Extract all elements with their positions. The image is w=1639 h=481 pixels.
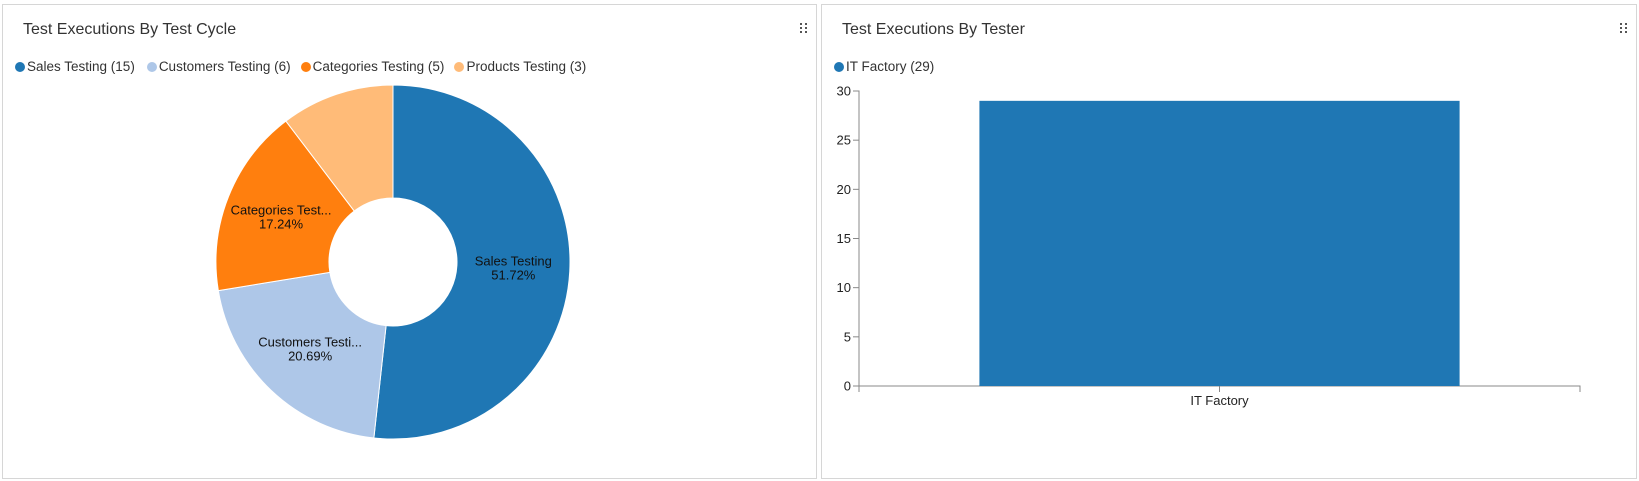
- legend-dot-icon: [834, 61, 844, 72]
- legend-item-it-factory[interactable]: IT Factory (29): [834, 59, 934, 74]
- slice-label: Sales Testing: [475, 254, 552, 269]
- y-tick-label: 25: [837, 133, 851, 148]
- legend: IT Factory (29): [834, 59, 946, 74]
- y-tick-label: 20: [837, 182, 851, 197]
- legend-dot-icon: [146, 61, 157, 72]
- x-tick-label: IT Factory: [1190, 393, 1249, 408]
- y-tick-label: 10: [837, 280, 851, 295]
- slice-label: Categories Test...: [231, 202, 332, 217]
- panel-title: Test Executions By Test Cycle: [23, 21, 237, 38]
- pie-slice-products-testing[interactable]: [285, 84, 394, 212]
- legend-label: Categories Testing (5): [312, 59, 445, 74]
- panel-tester: Test Executions By Tester IT Factory (29…: [821, 4, 1637, 479]
- legend-item-sales[interactable]: Sales Testing (15): [15, 59, 135, 74]
- y-tick-label: 15: [837, 231, 851, 246]
- y-tick-label: 5: [844, 329, 851, 344]
- pie-slice-categories-testing[interactable]: [215, 120, 355, 292]
- drag-handle-icon[interactable]: [800, 23, 808, 33]
- slice-percent-label: 20.69%: [288, 348, 333, 363]
- legend-label: Products Testing (3): [466, 59, 587, 74]
- panel-title: Test Executions By Tester: [842, 21, 1025, 38]
- pie-slice-customers-testing[interactable]: [217, 271, 387, 439]
- drag-handle-icon[interactable]: [1620, 23, 1628, 33]
- legend-dot-icon: [15, 61, 25, 72]
- y-tick-label: 0: [844, 379, 851, 394]
- legend-dot-icon: [454, 61, 465, 72]
- legend-item-products[interactable]: Products Testing (3): [454, 59, 586, 74]
- legend-dot-icon: [300, 61, 311, 72]
- slice-percent-label: 51.72%: [491, 268, 536, 283]
- legend-item-categories[interactable]: Categories Testing (5): [300, 59, 445, 74]
- bar-it-factory[interactable]: [979, 100, 1460, 386]
- legend-label: IT Factory (29): [846, 59, 935, 74]
- bar-chart: 0 5 10 15 20 25 30 IT Factory: [837, 84, 1581, 408]
- slice-percent-label: 17.24%: [259, 216, 304, 231]
- legend: Sales Testing (15) Customers Testing (6)…: [15, 59, 598, 74]
- y-tick-label: 30: [837, 84, 851, 99]
- legend-item-customers[interactable]: Customers Testing (6): [146, 59, 291, 74]
- legend-label: Sales Testing (15): [27, 59, 135, 74]
- slice-label: Customers Testi...: [258, 334, 362, 349]
- panel-test-cycle: Test Executions By Test Cycle Sales Test…: [2, 4, 817, 479]
- legend-label: Customers Testing (6): [158, 59, 291, 74]
- pie-slice-sales-testing[interactable]: [373, 84, 571, 440]
